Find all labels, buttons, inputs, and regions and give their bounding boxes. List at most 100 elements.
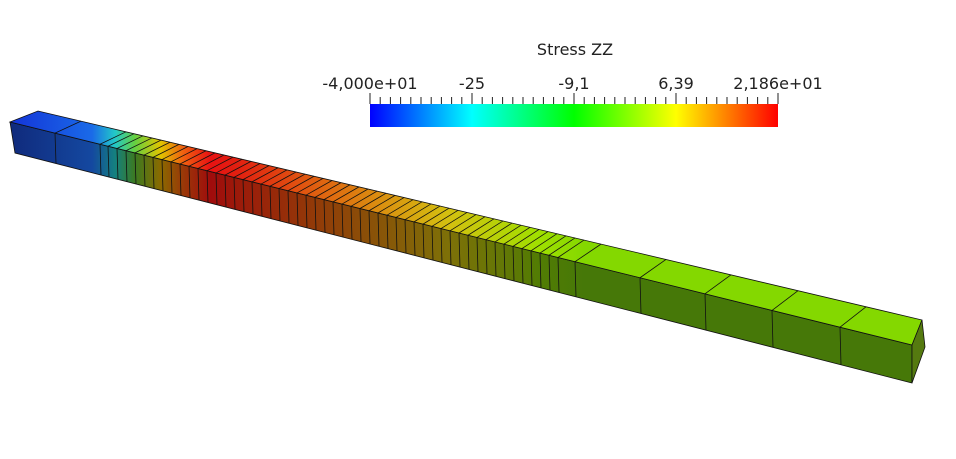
mesh-line (251, 181, 254, 215)
mesh-line (503, 226, 531, 245)
mesh-line (161, 146, 189, 160)
mesh-line (287, 175, 315, 192)
mesh-line (305, 180, 333, 196)
beam-top-face (8, 110, 923, 346)
mesh-line (224, 161, 252, 176)
mesh-lines (54, 120, 867, 365)
mesh-line (377, 212, 380, 247)
mesh-line (386, 215, 389, 249)
mesh-line (521, 248, 524, 284)
mesh-line (215, 172, 218, 205)
mesh-line (548, 255, 551, 291)
mesh-line (260, 184, 263, 217)
mesh-line (170, 148, 198, 163)
mesh-line (503, 244, 506, 279)
mesh-line (449, 230, 452, 265)
colorbar-gradient (370, 104, 778, 127)
mesh-line (485, 239, 488, 275)
mesh-line (107, 133, 135, 147)
mesh-line (314, 197, 317, 231)
beam (8, 110, 926, 384)
mesh-line (557, 239, 585, 258)
mesh-line (771, 290, 799, 311)
mesh-line (395, 217, 398, 251)
mesh-line (512, 246, 515, 281)
colorbar-labels: -4,000e+01 -25 -9,1 6,39 2,186e+01 (322, 74, 822, 93)
mesh-line (269, 171, 297, 187)
mesh-line (197, 154, 225, 169)
mesh-line (422, 224, 425, 258)
mesh-line (296, 192, 299, 226)
mesh-line (530, 250, 533, 286)
mesh-line (771, 310, 774, 348)
mesh-line (359, 208, 362, 242)
mesh-line (512, 229, 540, 247)
mesh-line (116, 135, 144, 149)
mesh-line (233, 177, 236, 210)
mesh-line (704, 274, 732, 295)
mesh-line (278, 173, 306, 189)
mesh-line (494, 224, 522, 243)
mesh-line (152, 143, 180, 158)
mesh-line (179, 150, 207, 165)
beam-front-face (9, 121, 913, 384)
mesh-line (305, 195, 308, 228)
mesh-line (431, 209, 459, 227)
mesh-line (206, 156, 234, 172)
mesh-line (539, 253, 542, 288)
mesh-line (314, 182, 342, 198)
mesh-line (458, 216, 486, 234)
mesh-line (839, 327, 842, 365)
mesh-line (521, 231, 549, 249)
mesh-line (278, 188, 281, 221)
mesh-line (54, 120, 82, 134)
mesh-line (386, 199, 414, 216)
mesh-line (440, 212, 468, 229)
mesh-line (99, 144, 102, 176)
mesh-line (413, 221, 416, 256)
mesh-line (368, 210, 371, 245)
mesh-line (99, 131, 127, 145)
mesh-line (269, 186, 272, 219)
mesh-line (413, 205, 441, 223)
mesh-line (494, 241, 497, 277)
mesh-line (197, 168, 200, 201)
mesh-line (530, 233, 558, 252)
mesh-line (639, 277, 642, 314)
mesh-line (107, 146, 110, 178)
mesh-line (839, 306, 867, 328)
mesh-line (215, 158, 243, 174)
colorbar-label: 2,186e+01 (733, 74, 822, 93)
mesh-line (557, 257, 560, 293)
mesh-line (206, 170, 209, 203)
mesh-line (440, 228, 443, 263)
mesh-line (458, 232, 461, 268)
mesh-line (134, 152, 137, 185)
mesh-line (476, 220, 504, 238)
mesh-line (224, 175, 227, 208)
mesh-line (233, 163, 261, 178)
mesh-line (485, 222, 513, 241)
colorbar: Stress ZZ -4,000e+01 -25 -9,1 6,39 2,186e+01 (322, 40, 823, 127)
mesh-line (359, 192, 387, 209)
mesh-line (341, 204, 344, 238)
mesh-line (422, 207, 450, 225)
mesh-line (125, 150, 128, 182)
mesh-line (143, 155, 146, 187)
mesh-line (260, 169, 288, 185)
colorbar-ticks (369, 93, 779, 104)
mesh-line (170, 161, 173, 194)
mesh-line (188, 166, 191, 198)
mesh-line (287, 190, 290, 224)
mesh-line (251, 167, 279, 183)
mesh-line (395, 201, 423, 218)
mesh-line (467, 235, 470, 270)
mesh-line (539, 235, 567, 254)
mesh-line (548, 237, 576, 256)
mesh-line (449, 214, 477, 232)
colorbar-title: Stress ZZ (537, 40, 613, 59)
mesh-line (323, 199, 326, 233)
mesh-line (332, 186, 360, 203)
mesh-line (152, 157, 155, 189)
mesh-line (350, 190, 378, 207)
